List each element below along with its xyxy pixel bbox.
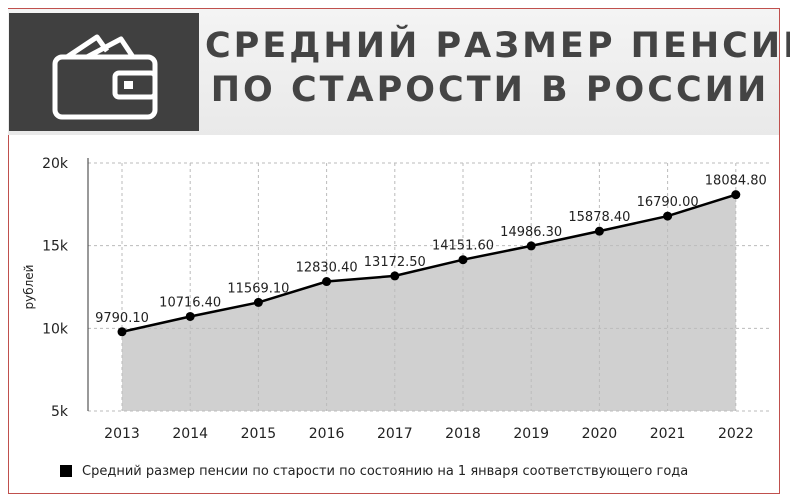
y-tick-label: 20k xyxy=(42,156,69,172)
data-label: 11569.10 xyxy=(227,281,289,296)
y-tick-label: 5k xyxy=(51,404,69,420)
x-tick-label: 2022 xyxy=(718,426,754,442)
legend-swatch xyxy=(60,465,72,477)
data-point xyxy=(322,277,332,287)
x-tick-label: 2019 xyxy=(513,426,549,442)
title-line-2: ПО СТАРОСТИ В РОССИИ xyxy=(210,70,770,110)
x-tick-label: 2017 xyxy=(377,426,413,442)
x-tick-label: 2013 xyxy=(104,426,140,442)
title-line-1: СРЕДНИЙ РАЗМЕР ПЕНСИИ xyxy=(205,26,790,66)
data-label: 12830.40 xyxy=(296,261,358,276)
data-label: 14986.30 xyxy=(500,225,562,240)
data-point xyxy=(117,327,127,337)
page-title: СРЕДНИЙ РАЗМЕР ПЕНСИИ ПО СТАРОСТИ В РОСС… xyxy=(205,24,790,112)
x-tick-label: 2014 xyxy=(172,426,208,442)
series-line xyxy=(121,193,737,334)
data-label: 15878.40 xyxy=(568,210,630,225)
data-point xyxy=(185,311,195,321)
data-point xyxy=(663,211,673,221)
wallet-icon xyxy=(52,34,158,120)
data-label: 18084.80 xyxy=(705,174,767,189)
data-point xyxy=(594,226,604,236)
y-tick-label: 15k xyxy=(42,239,69,255)
data-point xyxy=(458,255,468,265)
y-tick-label: 10k xyxy=(42,321,69,337)
data-label: 14151.60 xyxy=(432,239,494,254)
legend-label: Средний размер пенсии по старости по сос… xyxy=(82,463,689,479)
x-tick-label: 2021 xyxy=(650,426,686,442)
area-fill xyxy=(122,194,736,411)
icon-panel xyxy=(9,13,199,131)
data-label: 10716.40 xyxy=(159,295,221,310)
y-axis-title: рублей xyxy=(22,265,36,310)
data-label: 16790.00 xyxy=(637,195,699,210)
x-tick-label: 2020 xyxy=(582,426,618,442)
x-tick-label: 2015 xyxy=(241,426,277,442)
x-tick-label: 2018 xyxy=(445,426,481,442)
data-point xyxy=(253,297,263,307)
data-point xyxy=(526,241,536,251)
data-label: 9790.10 xyxy=(95,311,149,326)
data-point xyxy=(390,271,400,281)
chart-legend: Средний размер пенсии по старости по сос… xyxy=(60,462,688,480)
data-label: 13172.50 xyxy=(364,255,426,270)
x-tick-label: 2016 xyxy=(309,426,345,442)
data-point xyxy=(731,190,741,200)
